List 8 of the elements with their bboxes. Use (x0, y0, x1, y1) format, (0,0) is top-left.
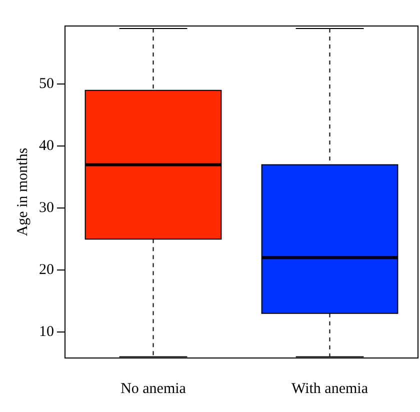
y-tick-label: 20 (39, 262, 54, 278)
y-tick-label: 30 (39, 200, 54, 216)
y-tick-label: 40 (39, 138, 54, 154)
x-tick-label: No anemia (120, 380, 186, 397)
y-axis-title: Age in months (14, 148, 31, 236)
y-tick-label: 50 (39, 76, 54, 92)
y-tick-label: 10 (39, 324, 54, 340)
x-tick-label: With anemia (292, 380, 368, 397)
